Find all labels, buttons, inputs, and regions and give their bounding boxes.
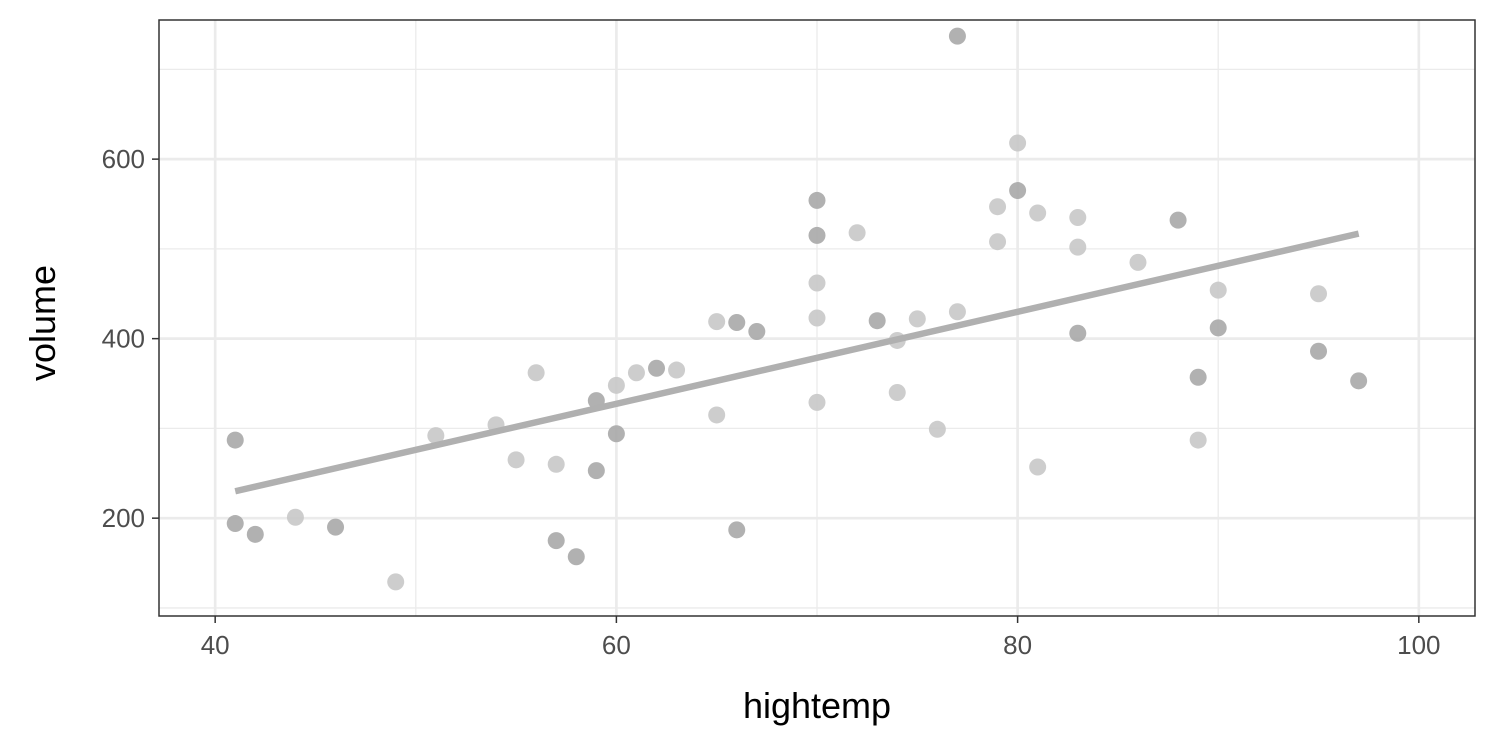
data-point (547, 455, 565, 473)
trend-line (234, 230, 1360, 495)
y-tick-label: 600 (102, 144, 145, 174)
data-points (226, 27, 1368, 591)
data-point (708, 406, 726, 424)
x-tick-label: 100 (1397, 630, 1440, 660)
data-point (868, 312, 886, 330)
data-point (1009, 182, 1027, 200)
y-axis-title: volume (22, 265, 63, 381)
x-tick-label: 80 (1003, 630, 1032, 660)
data-point (327, 518, 345, 536)
data-point (226, 515, 244, 533)
data-point (808, 393, 826, 411)
data-point (808, 274, 826, 292)
data-point (1189, 431, 1207, 449)
data-point (848, 224, 866, 242)
data-point (808, 226, 826, 244)
x-tick-label: 60 (602, 630, 631, 660)
y-tick-label: 200 (102, 503, 145, 533)
x-axis-title: hightemp (743, 685, 891, 726)
data-point (989, 198, 1007, 216)
data-point (948, 303, 966, 321)
data-point (808, 309, 826, 327)
data-point (547, 532, 565, 550)
data-point (728, 521, 746, 539)
data-point (748, 322, 766, 340)
data-point (1029, 204, 1047, 222)
data-point (648, 359, 666, 377)
data-point (587, 462, 605, 480)
data-point (286, 508, 304, 526)
data-point (1310, 285, 1328, 303)
data-point (1069, 208, 1087, 226)
data-point (808, 191, 826, 209)
x-tick-label: 40 (201, 630, 230, 660)
data-point (1209, 281, 1227, 299)
data-point (1189, 368, 1207, 386)
data-point (668, 361, 686, 379)
data-point (888, 384, 906, 401)
data-point (989, 233, 1007, 251)
data-point (427, 427, 445, 445)
data-point (627, 364, 645, 382)
data-point (1350, 372, 1368, 390)
gridlines (159, 20, 1475, 616)
data-point (728, 313, 746, 331)
data-point (387, 573, 405, 591)
data-point (708, 313, 726, 331)
data-point (226, 431, 244, 449)
data-point (1009, 134, 1027, 152)
data-point (908, 310, 926, 328)
x-axis-ticks: 40 60 80 100 (201, 616, 1441, 660)
data-point (1069, 324, 1087, 342)
data-point (567, 548, 585, 566)
data-point (1310, 342, 1328, 360)
data-point (1129, 253, 1147, 271)
data-point (1069, 238, 1087, 256)
data-point (1029, 458, 1047, 476)
data-point (1209, 319, 1227, 337)
data-point (948, 27, 966, 45)
data-point (507, 451, 525, 469)
data-point (607, 425, 625, 443)
data-point (246, 525, 264, 543)
data-point (1169, 211, 1187, 229)
data-point (607, 376, 625, 394)
data-point (928, 420, 946, 438)
data-point (527, 364, 545, 382)
y-axis-ticks: 200 400 600 (102, 144, 159, 533)
panel-border (158, 19, 1476, 617)
y-tick-label: 400 (102, 324, 145, 354)
